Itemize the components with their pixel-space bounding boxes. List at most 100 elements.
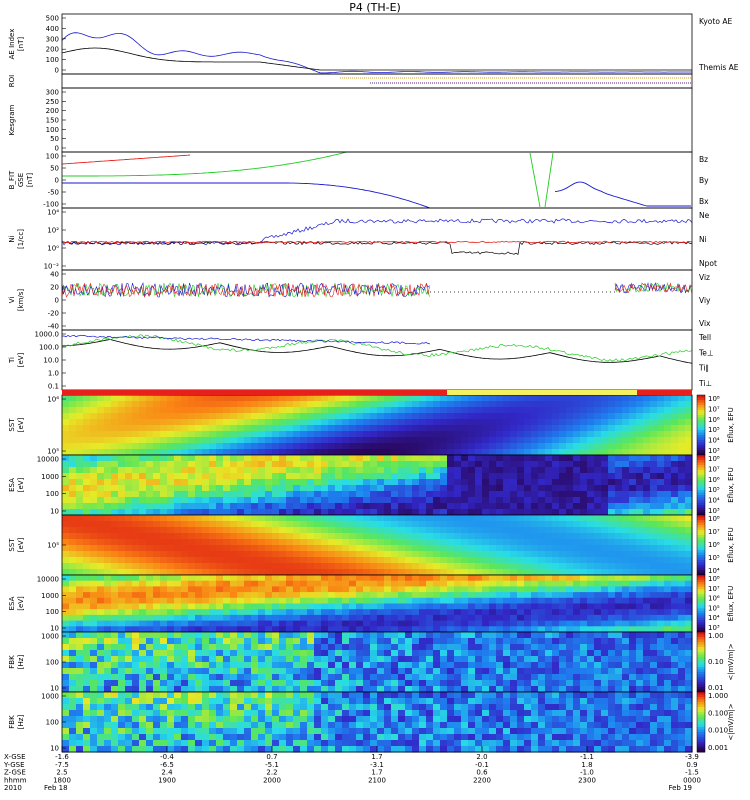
heat-cell: [251, 551, 259, 558]
heat-cell: [153, 509, 161, 516]
heat-cell: [440, 680, 448, 687]
heat-cell: [118, 545, 126, 552]
heat-cell: [419, 626, 427, 633]
heat-cell: [174, 614, 182, 622]
heat-cell: [307, 545, 315, 552]
heat-cell: [237, 580, 245, 587]
heat-cell: [496, 467, 504, 474]
heat-cell: [454, 473, 462, 480]
heat-cell: [111, 580, 119, 587]
heat-cell: [468, 461, 476, 468]
heat-cell: [202, 485, 210, 492]
heat-cell: [62, 527, 70, 534]
heat-cell: [69, 638, 77, 645]
heat-cell: [104, 479, 112, 486]
heat-cell: [671, 668, 679, 675]
heat-cell: [608, 425, 616, 432]
heat-cell: [671, 455, 679, 462]
heat-cell: [377, 551, 385, 558]
heat-cell: [356, 597, 364, 605]
heat-cell: [160, 551, 168, 558]
heat-cell: [447, 668, 455, 675]
heat-cell: [482, 533, 490, 540]
heat-cell: [398, 680, 406, 687]
heat-cell: [258, 680, 266, 687]
heat-cell: [160, 597, 168, 605]
heat-cell: [125, 551, 133, 558]
heat-cell: [419, 425, 427, 432]
heat-cell: [223, 473, 231, 480]
heat-cell: [223, 545, 231, 552]
heat-cell: [146, 609, 154, 616]
heat-cell: [328, 662, 336, 669]
heat-cell: [125, 479, 133, 486]
heat-cell: [139, 716, 147, 723]
heat-cell: [300, 509, 308, 516]
heat-cell: [111, 461, 119, 468]
heat-cell: [643, 626, 651, 633]
heat-cell: [118, 473, 126, 480]
heat-cell: [475, 609, 483, 616]
heat-cell: [384, 563, 392, 570]
heat-cell: [433, 569, 441, 576]
heat-cell: [531, 650, 539, 657]
heat-cell: [524, 395, 532, 402]
heat-cell: [321, 485, 329, 492]
heat-cell: [678, 437, 686, 444]
heat-cell: [265, 680, 273, 687]
heat-cell: [132, 716, 140, 723]
heat-cell: [510, 614, 518, 622]
heat-cell: [132, 650, 140, 657]
heat-cell: [97, 686, 105, 693]
heat-cell: [244, 527, 252, 534]
heat-cell: [97, 704, 105, 711]
heat-cell: [510, 461, 518, 468]
heat-cell: [76, 680, 84, 687]
heat-cell: [608, 461, 616, 468]
heat-cell: [230, 437, 238, 444]
heat-cell: [104, 569, 112, 576]
heat-cell: [90, 716, 98, 723]
heat-cell: [454, 497, 462, 504]
heat-cell: [251, 620, 259, 627]
heat-cell: [62, 551, 70, 558]
heat-cell: [552, 527, 560, 534]
heat-cell: [664, 644, 672, 651]
heat-cell: [685, 650, 693, 657]
heat-cell: [608, 638, 616, 645]
heat-cell: [587, 425, 595, 432]
heat-cell: [69, 497, 77, 504]
heat-cell: [216, 580, 224, 587]
heat-cell: [307, 586, 315, 593]
heat-cell: [377, 626, 385, 633]
heat-cell: [650, 497, 658, 504]
heat-cell: [657, 586, 665, 593]
heat-cell: [153, 479, 161, 486]
heat-cell: [566, 575, 574, 582]
heat-cell: [447, 638, 455, 645]
heat-cell: [671, 609, 679, 616]
heat-cell: [69, 609, 77, 616]
heat-cell: [244, 638, 252, 645]
heat-cell: [552, 592, 560, 599]
heat-cell: [195, 614, 203, 622]
heat-cell: [265, 563, 273, 570]
colorbar-step: [697, 667, 705, 670]
heat-cell: [202, 668, 210, 675]
heat-cell: [440, 575, 448, 582]
heat-cell: [475, 413, 483, 420]
legend-entry: Viy: [699, 296, 711, 305]
colorbar-tick: 10⁶: [708, 476, 720, 484]
heat-cell: [377, 461, 385, 468]
colorbar-step: [697, 624, 705, 628]
heat-cell: [503, 597, 511, 605]
heat-cell: [517, 539, 525, 546]
heat-cell: [622, 580, 630, 587]
heat-cell: [657, 668, 665, 675]
heat-cell: [664, 592, 672, 599]
heat-cell: [447, 580, 455, 587]
heat-cell: [363, 632, 371, 639]
heat-cell: [580, 521, 588, 528]
heat-cell: [643, 401, 651, 408]
heat-cell: [335, 557, 343, 564]
